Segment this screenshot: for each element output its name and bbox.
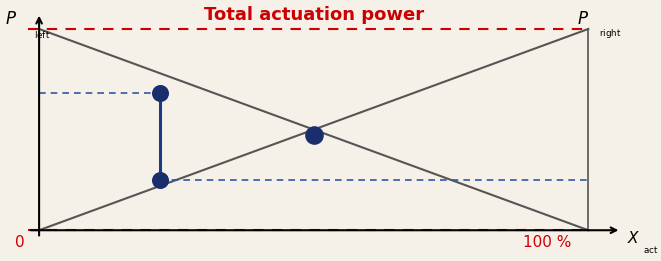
Point — [309, 133, 319, 137]
Text: 0: 0 — [15, 235, 24, 250]
Text: Total actuation power: Total actuation power — [204, 6, 424, 24]
Text: $X$: $X$ — [627, 230, 640, 246]
Text: $P$: $P$ — [577, 10, 590, 28]
Text: $P$: $P$ — [5, 10, 17, 28]
Text: $_{\mathrm{right}}$: $_{\mathrm{right}}$ — [600, 27, 622, 40]
Point — [155, 178, 165, 182]
Text: $_{\mathrm{act}}$: $_{\mathrm{act}}$ — [643, 243, 659, 256]
Text: 100 %: 100 % — [524, 235, 572, 250]
Text: $_{\mathrm{left}}$: $_{\mathrm{left}}$ — [34, 27, 50, 40]
Point — [155, 91, 165, 96]
